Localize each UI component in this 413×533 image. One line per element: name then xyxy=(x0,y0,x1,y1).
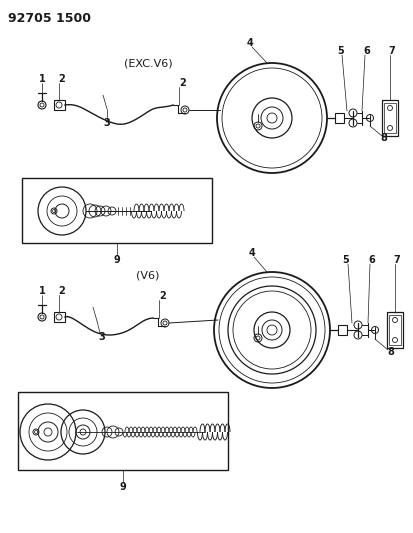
Text: (V6): (V6) xyxy=(136,270,160,280)
Text: 7: 7 xyxy=(389,46,395,56)
Text: 1: 1 xyxy=(39,74,45,84)
Text: (EXC.V6): (EXC.V6) xyxy=(123,58,172,68)
Text: 2: 2 xyxy=(59,74,65,84)
Bar xyxy=(384,103,396,133)
Text: 9: 9 xyxy=(120,482,126,492)
Bar xyxy=(387,312,403,348)
Bar xyxy=(54,312,65,322)
Text: 6: 6 xyxy=(363,46,370,56)
Text: 1: 1 xyxy=(39,286,45,296)
Bar xyxy=(338,325,347,335)
Text: 4: 4 xyxy=(249,248,255,258)
Text: 8: 8 xyxy=(380,133,387,143)
Bar xyxy=(54,100,65,110)
Bar xyxy=(382,100,398,136)
Text: 2: 2 xyxy=(59,286,65,296)
Text: 3: 3 xyxy=(104,118,110,128)
Text: 3: 3 xyxy=(99,332,105,342)
Text: 7: 7 xyxy=(394,255,400,265)
Bar xyxy=(335,113,344,123)
Bar xyxy=(22,178,212,243)
Text: 4: 4 xyxy=(247,38,253,48)
Text: 5: 5 xyxy=(337,46,344,56)
Bar xyxy=(18,392,228,470)
Text: 6: 6 xyxy=(369,255,375,265)
Text: 9: 9 xyxy=(114,255,120,265)
Bar xyxy=(389,315,401,345)
Text: 2: 2 xyxy=(180,78,186,88)
Text: 2: 2 xyxy=(160,291,166,301)
Text: 8: 8 xyxy=(387,347,394,357)
Text: 5: 5 xyxy=(343,255,349,265)
Text: 92705 1500: 92705 1500 xyxy=(8,12,91,25)
